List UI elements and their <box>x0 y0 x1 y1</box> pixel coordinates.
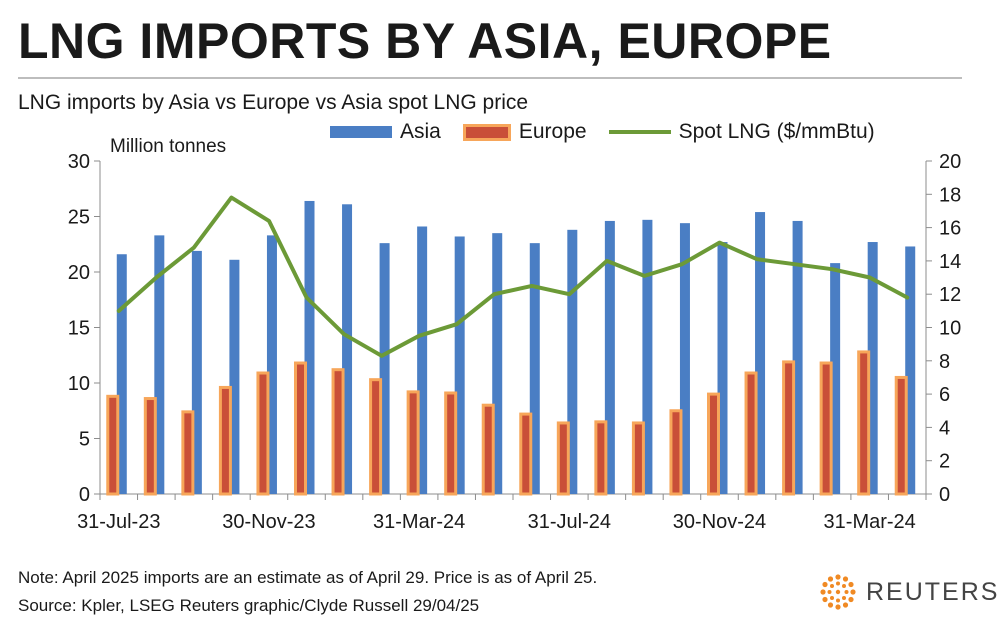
bar-asia <box>792 220 803 494</box>
bar-asia <box>529 243 540 494</box>
bar-asia <box>604 220 615 494</box>
right-axis-tick-label: 8 <box>939 351 950 373</box>
left-axis-tick-label: 25 <box>68 207 90 229</box>
x-axis-tick-label: 30-Nov-23 <box>222 511 315 533</box>
reuters-logo: REUTERS <box>818 572 999 612</box>
bar-asia <box>304 200 315 494</box>
bar-asia <box>905 246 916 494</box>
bar-asia <box>191 250 202 494</box>
bar-europe <box>331 368 345 496</box>
bar-europe <box>819 361 833 496</box>
right-axis-tick-label: 14 <box>939 251 961 273</box>
bar-asia <box>266 235 277 494</box>
legend-label-europe: Europe <box>518 120 587 143</box>
title-divider <box>18 77 962 79</box>
legend-swatch-asia <box>330 126 392 138</box>
bar-europe <box>181 410 195 496</box>
bar-asia <box>867 242 878 494</box>
bar-europe <box>256 371 270 496</box>
bar-europe <box>106 394 120 496</box>
spot-lng-line <box>116 195 910 358</box>
legend-item-spot: Spot LNG ($/mmBtu) <box>608 120 875 144</box>
x-axis-tick-label: 31-Mar-24 <box>824 511 916 533</box>
bar-europe <box>481 403 495 496</box>
reuters-logo-wordmark: REUTERS <box>866 577 1000 606</box>
bar-europe <box>744 371 758 496</box>
bar-asia <box>830 263 841 494</box>
legend-label-asia: Asia <box>400 120 441 143</box>
chart-title: LNG IMPORTS BY ASIA, EUROPE <box>18 13 832 69</box>
bar-asia <box>154 235 165 494</box>
right-axis-tick-label: 20 <box>939 151 961 173</box>
bar-europe <box>707 392 720 496</box>
left-axis-tick-label: 20 <box>68 262 90 284</box>
left-axis-tick-label: 0 <box>79 484 90 506</box>
bar-europe <box>631 421 645 496</box>
right-axis-tick-label: 12 <box>939 284 961 306</box>
bar-europe <box>857 350 871 496</box>
reuters-logo-icon <box>820 574 856 610</box>
bar-europe <box>519 412 533 496</box>
bar-europe <box>143 397 157 496</box>
bar-europe <box>782 360 796 496</box>
x-axis-tick-label: 30-Nov-24 <box>673 511 766 533</box>
legend-label-spot: Spot LNG ($/mmBtu) <box>678 120 875 143</box>
left-axis-tick-label: 10 <box>68 373 90 395</box>
footnote-note: Note: April 2025 imports are an estimate… <box>18 568 598 587</box>
bar-europe <box>594 420 608 496</box>
bar-asia <box>417 226 428 495</box>
bar-asia <box>454 236 465 495</box>
left-axis-unit-label: Million tonnes <box>110 136 227 157</box>
x-axis-tick-label: 31-Mar-24 <box>373 511 465 533</box>
x-axis-tick-label: 31-Jul-24 <box>528 511 611 533</box>
chart-subtitle: LNG imports by Asia vs Europe vs Asia sp… <box>18 91 529 114</box>
bar-asia <box>642 219 653 494</box>
bar-asia <box>116 254 127 494</box>
legend-swatch-europe <box>462 123 511 141</box>
x-axis-tick-label: 31-Jul-23 <box>77 511 160 533</box>
chart-plot: 0 5 10 15 20 25 30 0 2 4 6 8 10 12 14 16 18 20 31-Jul-23 30… <box>68 151 962 533</box>
bar-europe <box>556 421 570 496</box>
bar-asia <box>342 204 353 495</box>
bar-europe <box>294 361 307 496</box>
right-axis-tick-label: 0 <box>939 484 950 506</box>
legend-item-asia: Asia <box>330 120 441 144</box>
left-axis-tick-label: 5 <box>79 429 90 451</box>
bar-asia <box>679 223 690 494</box>
bar-europe <box>218 385 232 496</box>
right-axis-tick-label: 2 <box>939 451 950 473</box>
bar-asia <box>229 259 240 494</box>
legend-item-europe: Europe <box>462 120 587 144</box>
bar-europe <box>669 409 683 496</box>
bar-asia <box>379 243 390 494</box>
bar-europe <box>406 390 420 496</box>
chart-legend: Asia Europe Spot LNG ($/mmBtu) <box>330 120 897 144</box>
bar-asia <box>492 233 503 494</box>
bar-asia <box>567 229 578 494</box>
bar-asia <box>755 212 766 494</box>
footnote-source: Source: Kpler, LSEG Reuters graphic/Clyd… <box>18 596 480 615</box>
right-axis-tick-label: 6 <box>939 384 950 406</box>
right-axis-tick-label: 10 <box>939 318 961 340</box>
left-axis-tick-label: 30 <box>68 151 90 173</box>
legend-swatch-spot <box>608 130 671 134</box>
bar-europe <box>369 378 383 496</box>
bar-asia <box>717 242 728 494</box>
right-axis-tick-label: 18 <box>939 184 961 206</box>
bar-europe <box>894 375 908 496</box>
left-axis-tick-label: 15 <box>68 318 90 340</box>
right-axis-tick-label: 4 <box>939 417 950 439</box>
right-axis-tick-label: 16 <box>939 218 961 240</box>
bar-europe <box>444 391 458 496</box>
